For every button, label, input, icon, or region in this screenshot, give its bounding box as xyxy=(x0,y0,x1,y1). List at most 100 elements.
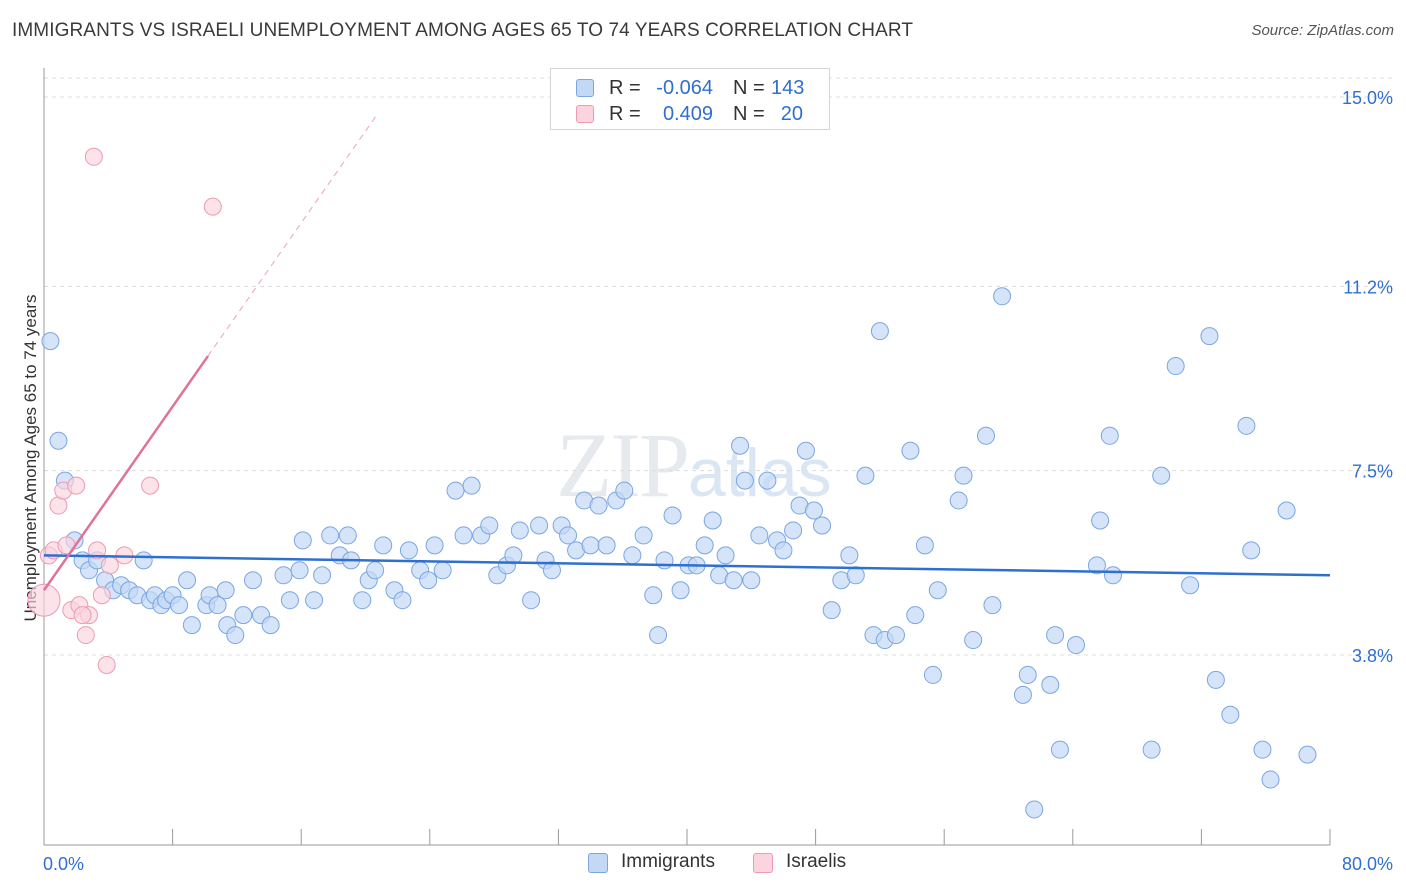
immigrants-point xyxy=(274,566,293,585)
immigrants-point xyxy=(784,521,803,540)
immigrants-point xyxy=(915,536,934,555)
immigrants-point xyxy=(226,626,245,645)
immigrants-point xyxy=(1046,626,1065,645)
immigrants-point xyxy=(1087,556,1106,575)
israelis-point xyxy=(97,655,116,674)
israelis-swatch xyxy=(753,853,773,873)
immigrants-point xyxy=(813,516,832,535)
y-tick-label: 11.2% xyxy=(1343,277,1393,297)
y-tick-label: 7.5% xyxy=(1352,462,1393,482)
immigrants-point xyxy=(901,441,920,460)
chart-title: IMMIGRANTS VS ISRAELI UNEMPLOYMENT AMONG… xyxy=(12,20,914,41)
r-value: -0.064 xyxy=(656,77,713,99)
immigrants-point xyxy=(1200,327,1219,346)
immigrants-point xyxy=(433,561,452,580)
immigrants-point xyxy=(750,526,769,545)
immigrants-point xyxy=(949,491,968,510)
immigrants-point xyxy=(530,516,549,535)
x-tick-label-min: 0.0% xyxy=(43,854,84,874)
immigrants-point xyxy=(1152,466,1171,485)
immigrants-point xyxy=(1166,357,1185,376)
immigrants-point xyxy=(796,441,815,460)
immigrants-point xyxy=(731,436,750,455)
immigrants-point xyxy=(1242,541,1261,560)
immigrants-point xyxy=(510,521,529,540)
immigrants-point xyxy=(623,546,642,565)
immigrants-point xyxy=(305,591,324,610)
immigrants-point xyxy=(41,332,60,351)
legend-row-israelis: R = 0.409 N = 20 xyxy=(551,101,829,127)
immigrants-point xyxy=(906,606,925,625)
israelis-point xyxy=(49,496,68,515)
immigrants-point xyxy=(399,541,418,560)
immigrants-point xyxy=(216,581,235,600)
legend-row-immigrants: R = -0.064 N = 143 xyxy=(551,75,829,101)
n-label: N = xyxy=(733,103,765,125)
immigrants-point xyxy=(964,631,983,650)
israelis-point xyxy=(76,626,95,645)
immigrants-point xyxy=(928,581,947,600)
r-value: 0.409 xyxy=(662,103,713,125)
israelis-point xyxy=(88,541,107,560)
immigrants-point xyxy=(49,431,68,450)
immigrants-point xyxy=(703,511,722,530)
immigrants-point xyxy=(134,551,153,570)
immigrants-point xyxy=(1018,665,1037,684)
immigrants-point xyxy=(446,481,465,500)
immigrants-point xyxy=(589,496,608,515)
israelis-trend-extension xyxy=(207,114,378,357)
immigrants-point xyxy=(243,571,262,590)
immigrants-point xyxy=(663,506,682,525)
israelis-point xyxy=(92,586,111,605)
immigrants-point xyxy=(290,561,309,580)
immigrants-point xyxy=(178,571,197,590)
immigrants-point xyxy=(1221,705,1240,724)
immigrants-trend-line xyxy=(43,554,1331,577)
immigrants-point xyxy=(1100,426,1119,445)
immigrants-point xyxy=(419,571,438,590)
immigrants-point xyxy=(822,601,841,620)
immigrants-point xyxy=(366,561,385,580)
immigrants-point xyxy=(983,596,1002,615)
israelis-point xyxy=(84,147,103,166)
immigrants-point xyxy=(742,571,761,590)
immigrants-point xyxy=(954,466,973,485)
immigrants-point xyxy=(993,287,1012,306)
immigrants-point xyxy=(976,426,995,445)
immigrants-point xyxy=(462,476,481,495)
immigrants-point xyxy=(634,526,653,545)
immigrants-point xyxy=(649,626,668,645)
immigrants-point xyxy=(313,566,332,585)
legend-label-immigrants: Immigrants xyxy=(621,851,715,872)
israelis-point xyxy=(203,197,222,216)
immigrants-point xyxy=(542,561,561,580)
immigrants-point xyxy=(695,536,714,555)
immigrants-point xyxy=(261,616,280,635)
n-label: N = xyxy=(733,77,765,99)
immigrants-point xyxy=(804,501,823,520)
immigrants-point xyxy=(353,591,372,610)
source-label: Source: ZipAtlas.com xyxy=(1251,22,1394,39)
israelis-point xyxy=(27,583,61,617)
immigrants-point xyxy=(581,536,600,555)
immigrants-swatch xyxy=(588,853,608,873)
immigrants-point xyxy=(1237,416,1256,435)
immigrants-point xyxy=(522,591,541,610)
immigrants-point xyxy=(1025,800,1044,819)
immigrants-point xyxy=(234,606,253,625)
immigrants-point xyxy=(1142,740,1161,759)
immigrants-point xyxy=(644,586,663,605)
immigrants-point xyxy=(870,322,889,341)
correlation-legend: R = -0.064 N = 143 R = 0.409 N = 20 xyxy=(550,68,830,130)
immigrants-point xyxy=(846,566,865,585)
y-tick-label: 15.0% xyxy=(1342,88,1393,108)
immigrants-point xyxy=(1277,501,1296,520)
immigrants-point xyxy=(280,591,299,610)
immigrants-point xyxy=(321,526,340,545)
immigrants-point xyxy=(1181,576,1200,595)
immigrants-point xyxy=(856,466,875,485)
immigrants-point xyxy=(923,665,942,684)
israelis-swatch xyxy=(576,105,594,123)
immigrants-swatch xyxy=(576,79,594,97)
immigrants-point xyxy=(393,591,412,610)
